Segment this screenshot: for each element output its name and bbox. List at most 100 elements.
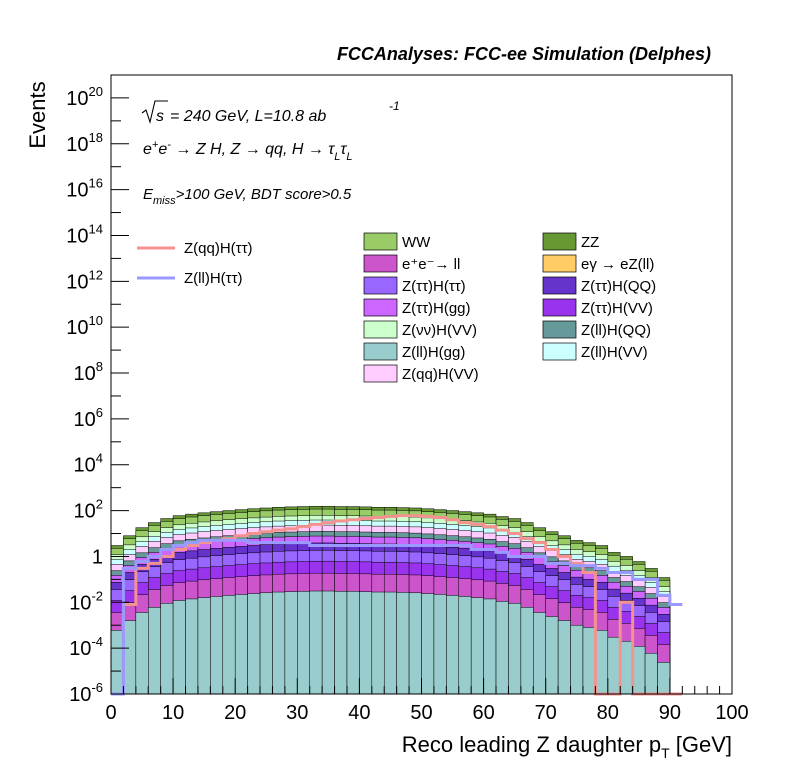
stack-bin bbox=[421, 593, 435, 695]
legend-bkg-swatch bbox=[363, 320, 398, 339]
legend-bkg-label: Z(ll)H(QQ) bbox=[581, 322, 651, 339]
stacked-histograms bbox=[110, 505, 671, 695]
chart-title: FCCAnalyses: FCC-ee Simulation (Delphes) bbox=[337, 44, 711, 64]
x-tick-label: 100 bbox=[715, 702, 748, 724]
stack-bin bbox=[247, 593, 261, 695]
y-axis-label: Events bbox=[25, 81, 50, 148]
legend-bkg-swatch bbox=[542, 320, 577, 339]
annotation-sqrt-s: s = 240 GeV, L=10.8 ab -1 bbox=[141, 99, 400, 125]
stack-bin bbox=[632, 646, 646, 695]
x-tick-label: 20 bbox=[224, 702, 246, 724]
legend-bkg-swatch bbox=[363, 364, 398, 383]
stack-bin bbox=[644, 652, 658, 695]
stack-bin bbox=[359, 591, 373, 695]
stack-bin bbox=[446, 595, 460, 695]
x-tick-label: 60 bbox=[472, 702, 494, 724]
stack-bin bbox=[222, 595, 236, 695]
legend-bkg-label: e⁺e⁻→ ll bbox=[402, 256, 460, 273]
stack-bin bbox=[595, 630, 609, 695]
legend-bkg-label: eγ → eZ(ll) bbox=[581, 256, 654, 273]
legend-bkg-swatch bbox=[363, 254, 398, 273]
stack-bin bbox=[321, 590, 335, 695]
stack-bin bbox=[458, 596, 472, 695]
annotation-lumi-exponent: -1 bbox=[389, 99, 400, 113]
legend-bkg-label: Z(ll)H(VV) bbox=[581, 344, 648, 361]
stack-bin bbox=[383, 591, 397, 695]
x-tick-label: 70 bbox=[535, 702, 557, 724]
stack-bin bbox=[545, 616, 559, 695]
stack-bin bbox=[234, 594, 248, 695]
y-tick-label: 1 bbox=[92, 546, 103, 568]
legend-signals: Z(qq)H(ττ) Z(ll)H(ττ) bbox=[137, 240, 253, 287]
stack-bin bbox=[172, 600, 186, 695]
x-tick-label: 10 bbox=[162, 702, 184, 724]
x-tick-label: 30 bbox=[286, 702, 308, 724]
legend-signal-label: Z(ll)H(ττ) bbox=[184, 270, 243, 287]
legend-bkg-swatch bbox=[363, 232, 398, 251]
annotation-energy-lumi: = 240 GeV, L=10.8 ab bbox=[170, 108, 326, 125]
annotation-selection: Emiss>100 GeV, BDT score>0.5 bbox=[143, 186, 352, 207]
legend-signal-label: Z(qq)H(ττ) bbox=[184, 240, 253, 257]
stack-bin bbox=[607, 636, 621, 695]
x-tick-label: 50 bbox=[410, 702, 432, 724]
stack-bin bbox=[185, 598, 199, 695]
legend-bkg-label: Z(ττ)H(QQ) bbox=[581, 278, 656, 295]
stack-bin bbox=[470, 597, 484, 695]
stack-bin bbox=[557, 620, 571, 695]
stack-bin bbox=[508, 603, 522, 695]
stack-bin bbox=[123, 620, 137, 695]
stack-bin bbox=[657, 662, 671, 695]
x-tick-label: 0 bbox=[105, 702, 116, 724]
stack-bin bbox=[297, 591, 310, 695]
legend-bkg-swatch bbox=[542, 276, 577, 295]
stack-bin bbox=[408, 592, 422, 695]
stack-bin bbox=[197, 597, 211, 695]
stack-bin bbox=[533, 612, 546, 695]
legend-backgrounds: WW ZZ e⁺e⁻→ ll eγ → eZ(ll) Z(ττ)H(ττ) Z(ττ)H(… bbox=[363, 232, 656, 383]
stack-bin bbox=[135, 612, 149, 695]
stack-bin bbox=[520, 607, 534, 695]
stack-bin bbox=[284, 591, 298, 695]
y-tick-label: 1014 bbox=[66, 221, 103, 247]
y-tick-label: 1010 bbox=[66, 313, 103, 339]
stack-bin bbox=[259, 592, 273, 695]
legend-bkg-swatch bbox=[542, 342, 577, 361]
legend-bkg-label: Z(ττ)H(gg) bbox=[402, 300, 471, 317]
annotation-s: s bbox=[156, 108, 164, 125]
legend-bkg-swatch bbox=[542, 232, 577, 251]
legend-bkg-label: WW bbox=[402, 234, 431, 251]
legend-bkg-label: Z(qq)H(VV) bbox=[402, 366, 479, 383]
stack-bin bbox=[272, 591, 286, 695]
stack-bin bbox=[433, 594, 447, 695]
legend-bkg-swatch bbox=[363, 342, 398, 361]
legend-bkg-swatch bbox=[542, 298, 577, 317]
stack-bin bbox=[210, 596, 224, 695]
legend-bkg-label: Z(ττ)H(VV) bbox=[581, 300, 653, 317]
stack-bin bbox=[309, 590, 323, 695]
y-tick-label: 106 bbox=[74, 405, 103, 431]
stack-bin bbox=[148, 607, 161, 695]
x-axis-label: Reco leading Z daughter pT [GeV] bbox=[402, 732, 732, 761]
stack-bin bbox=[160, 603, 174, 695]
stack-bin bbox=[582, 627, 596, 695]
signal-line-0 bbox=[111, 514, 683, 696]
stack-bin bbox=[346, 591, 360, 695]
stack-bin bbox=[110, 630, 124, 695]
x-tick-label: 40 bbox=[348, 702, 370, 724]
x-tick-label: 90 bbox=[659, 702, 681, 724]
legend-bkg-label: Z(ll)H(gg) bbox=[402, 344, 465, 361]
stack-bin bbox=[396, 592, 410, 695]
signal-line-1 bbox=[111, 538, 683, 696]
stack-bin bbox=[495, 601, 509, 695]
y-tick-label: 1016 bbox=[66, 176, 103, 202]
sqrt-symbol-icon bbox=[141, 100, 168, 125]
stack-bin bbox=[483, 598, 497, 695]
legend-bkg-label: ZZ bbox=[581, 234, 599, 251]
stack-bin bbox=[570, 624, 584, 695]
stack-bin bbox=[619, 640, 633, 695]
legend-bkg-swatch bbox=[363, 276, 398, 295]
x-tick-label: 80 bbox=[597, 702, 619, 724]
legend-bkg-swatch bbox=[363, 298, 398, 317]
axes: 0 10 20 30 40 50 60 70 80 90 10010-610-410-2110210… bbox=[66, 74, 749, 724]
